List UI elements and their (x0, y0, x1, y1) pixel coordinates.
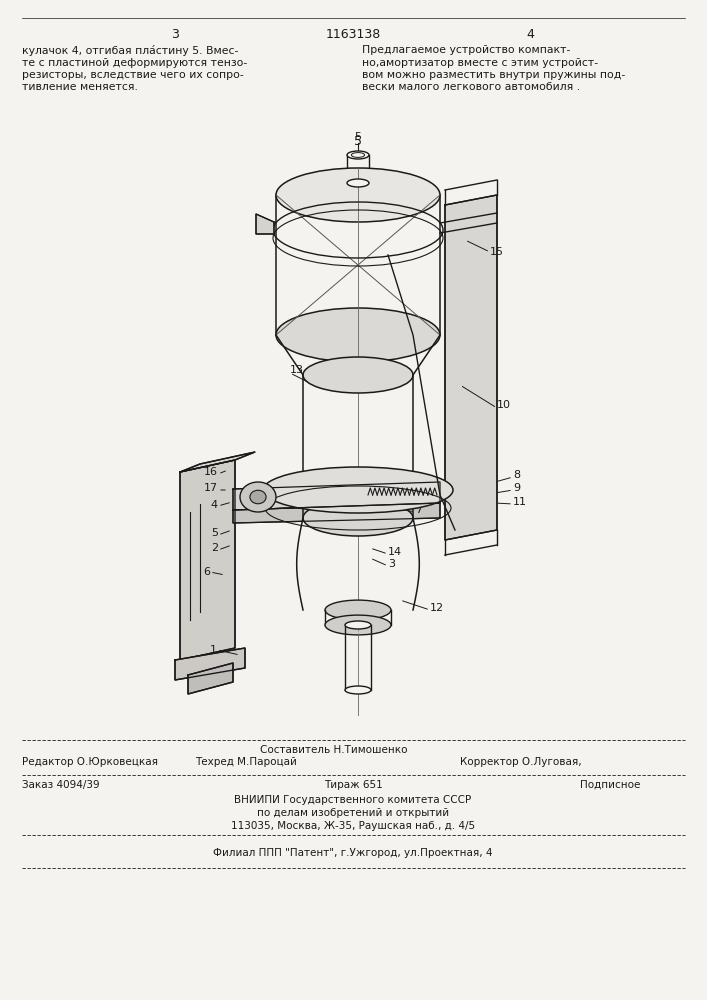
Text: 12: 12 (430, 603, 444, 613)
Ellipse shape (276, 308, 440, 362)
Text: Тираж 651: Тираж 651 (324, 780, 382, 790)
Text: резисторы, вследствие чего их сопро-: резисторы, вследствие чего их сопро- (22, 70, 244, 80)
Text: вом можно разместить внутри пружины под-: вом можно разместить внутри пружины под- (362, 70, 625, 80)
Text: кулачок 4, отгибая пла́стину 5. Вмес-: кулачок 4, отгибая пла́стину 5. Вмес- (22, 45, 238, 56)
Polygon shape (180, 460, 235, 660)
Text: 1163138: 1163138 (325, 28, 380, 41)
Polygon shape (233, 503, 440, 523)
Text: 5: 5 (354, 132, 361, 142)
Ellipse shape (345, 686, 371, 694)
Text: 9: 9 (513, 483, 520, 493)
Text: 3: 3 (171, 28, 179, 41)
Text: 11: 11 (513, 497, 527, 507)
Polygon shape (256, 214, 274, 234)
Ellipse shape (303, 472, 413, 508)
Text: те с пластиной деформируются тензо-: те с пластиной деформируются тензо- (22, 57, 247, 68)
Text: Составитель Н.Тимошенко: Составитель Н.Тимошенко (260, 745, 407, 755)
Text: Предлагаемое устройство компакт-: Предлагаемое устройство компакт- (362, 45, 571, 55)
Polygon shape (188, 663, 233, 694)
Text: 5: 5 (354, 135, 362, 148)
Text: Техред М.Пароцай: Техред М.Пароцай (195, 757, 297, 767)
Text: 3: 3 (388, 559, 395, 569)
Text: 4: 4 (526, 28, 534, 41)
Text: Подписное: Подписное (580, 780, 641, 790)
Polygon shape (233, 482, 440, 510)
Text: но,амортизатор вместе с этим устройст-: но,амортизатор вместе с этим устройст- (362, 57, 598, 68)
Text: 16: 16 (204, 467, 218, 477)
Text: 17: 17 (204, 483, 218, 493)
Ellipse shape (276, 168, 440, 222)
Text: 1: 1 (210, 645, 217, 655)
Text: 113035, Москва, Ж-35, Раушская наб., д. 4/5: 113035, Москва, Ж-35, Раушская наб., д. … (231, 821, 475, 831)
Text: 6: 6 (203, 567, 210, 577)
Text: Корректор О.Луговая,: Корректор О.Луговая, (460, 757, 582, 767)
Text: Редактор О.Юрковецкая: Редактор О.Юрковецкая (22, 757, 158, 767)
Polygon shape (180, 452, 255, 472)
Polygon shape (445, 195, 497, 540)
Text: Заказ 4094/39: Заказ 4094/39 (22, 780, 100, 790)
Text: 7: 7 (415, 505, 422, 515)
Text: 15: 15 (490, 247, 504, 257)
Polygon shape (175, 648, 245, 680)
Ellipse shape (345, 621, 371, 629)
Text: ВНИИПИ Государственного комитета СССР: ВНИИПИ Государственного комитета СССР (235, 795, 472, 805)
Text: Филиал ППП "Патент", г.Ужгород, ул.Проектная, 4: Филиал ППП "Патент", г.Ужгород, ул.Проек… (214, 848, 493, 858)
Text: 13: 13 (290, 365, 304, 375)
Ellipse shape (263, 467, 453, 513)
Text: 5: 5 (211, 528, 218, 538)
Ellipse shape (325, 615, 391, 635)
Ellipse shape (240, 482, 276, 512)
Text: вески малого легкового автомобиля .: вески малого легкового автомобиля . (362, 83, 580, 93)
Ellipse shape (325, 600, 391, 620)
Ellipse shape (303, 357, 413, 393)
Ellipse shape (250, 490, 266, 504)
Text: 2: 2 (211, 543, 218, 553)
Text: 8: 8 (513, 470, 520, 480)
Text: по делам изобретений и открытий: по делам изобретений и открытий (257, 808, 449, 818)
Ellipse shape (303, 500, 413, 536)
Text: 10: 10 (497, 400, 511, 410)
Ellipse shape (347, 151, 369, 159)
Ellipse shape (347, 179, 369, 187)
Text: тивление меняется.: тивление меняется. (22, 83, 138, 93)
Text: 4: 4 (211, 500, 218, 510)
Text: 14: 14 (388, 547, 402, 557)
